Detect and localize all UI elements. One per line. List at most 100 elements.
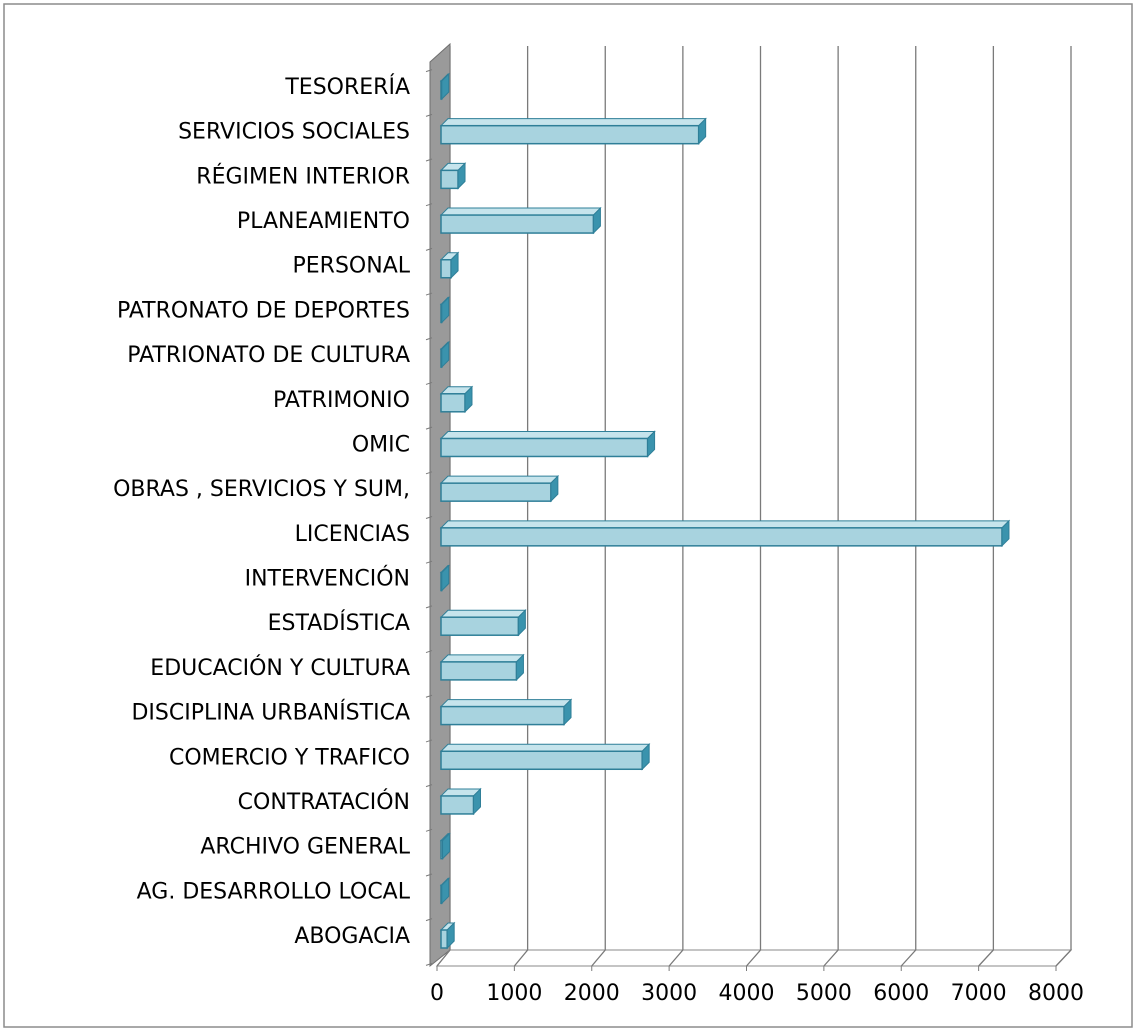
y-tick-label: SERVICIOS SOCIALES: [178, 120, 410, 145]
y-tick: [425, 158, 433, 162]
x-tick-label: 6000: [873, 981, 929, 1006]
bar-top: [439, 699, 573, 708]
grid-line: [746, 46, 762, 967]
y-tick: [425, 381, 433, 385]
x-tick-label: 8000: [1028, 981, 1084, 1006]
grid-line: [1055, 46, 1072, 967]
y-tick-label: AG. DESARROLLO LOCAL: [137, 879, 411, 904]
bar-front: [440, 482, 552, 502]
y-tick: [425, 828, 433, 832]
y-tick: [425, 292, 433, 296]
y-tick-label: LICENCIAS: [295, 522, 410, 547]
y-tick-label: TESORERÍA: [284, 74, 410, 100]
y-tick: [425, 962, 433, 966]
y-tick-label: PATRIONATO DE CULTURA: [127, 343, 410, 368]
y-tick: [425, 560, 433, 564]
bar-top: [439, 609, 527, 618]
y-tick: [425, 471, 433, 475]
y-tick: [425, 247, 433, 251]
bar: [439, 698, 573, 726]
bar-front: [440, 750, 643, 771]
y-tick: [425, 739, 433, 743]
grid-line: [978, 46, 995, 967]
bar-end: [641, 743, 650, 771]
bar: [439, 609, 527, 637]
y-tick: [425, 605, 433, 609]
y-tick-label: RÉGIMEN INTERIOR: [196, 163, 410, 189]
bar-front: [440, 527, 1003, 547]
y-tick-label: CONTRATACIÓN: [238, 789, 410, 815]
bar: [439, 653, 525, 682]
bar: [439, 564, 450, 592]
bar-end: [472, 787, 481, 816]
y-tick-label: OMIC: [352, 432, 410, 457]
y-tick: [425, 113, 433, 117]
bar-end: [450, 251, 459, 279]
y-tick: [425, 337, 433, 341]
bar: [439, 787, 482, 816]
bar-front: [440, 705, 565, 726]
x-tick-label: 7000: [951, 981, 1007, 1006]
y-tick: [425, 694, 433, 698]
bar-end: [563, 698, 572, 726]
bar-top: [439, 207, 602, 216]
y-tick: [425, 426, 433, 430]
y-tick: [425, 784, 433, 788]
bar: [439, 72, 450, 101]
bar-end: [464, 385, 473, 413]
x-tick-label: 0: [430, 981, 444, 1006]
y-tick: [425, 918, 433, 922]
x-tick-label: 2000: [564, 981, 620, 1006]
bar: [439, 340, 450, 369]
grid-line: [513, 46, 529, 967]
grid-line: [823, 46, 839, 967]
y-tick-label: PATRONATO DE DEPORTES: [117, 298, 410, 323]
grid-line: [668, 46, 684, 967]
y-tick-label: OBRAS , SERVICIOS Y SUM,: [113, 477, 410, 502]
bar-end: [441, 340, 450, 369]
y-tick-label: ESTADÍSTICA: [268, 610, 410, 636]
x-tick-label: 5000: [796, 981, 852, 1006]
y-tick: [425, 69, 433, 73]
bar-end: [441, 564, 450, 592]
grid-line: [591, 46, 606, 967]
grid-line: [436, 46, 451, 967]
bar-end: [647, 430, 656, 458]
bar-front: [440, 616, 520, 636]
y-tick-label: DISCIPLINA URBANÍSTICA: [131, 700, 410, 726]
bar-end: [446, 921, 455, 950]
bar-front: [440, 393, 466, 413]
bar: [439, 832, 451, 860]
bar: [439, 251, 460, 279]
bar: [439, 474, 560, 503]
x-tick-label: 3000: [641, 981, 697, 1006]
y-tick-label: PLANEAMIENTO: [237, 209, 410, 234]
bar-end: [457, 162, 466, 190]
bar-top: [439, 118, 707, 127]
bar-front: [440, 795, 475, 815]
y-tick-label: EDUCACIÓN Y CULTURA: [150, 655, 410, 681]
bar-front: [440, 124, 700, 145]
bar-front: [440, 169, 459, 190]
bar-end: [441, 72, 450, 101]
bar-front: [440, 437, 649, 458]
bar: [439, 743, 651, 771]
bar-end: [515, 653, 524, 682]
bar-top: [439, 475, 560, 484]
y-tick-label: ARCHIVO GENERAL: [200, 835, 410, 860]
bar: [439, 117, 707, 145]
bar-end: [441, 877, 450, 905]
y-tick-label: COMERCIO Y TRAFICO: [169, 745, 410, 770]
bar-end: [698, 117, 707, 145]
y-tick: [425, 516, 433, 519]
bar-front: [440, 258, 452, 279]
y-tick-label: INTERVENCIÓN: [245, 566, 410, 592]
bar-front: [440, 214, 595, 234]
bar-end: [1001, 519, 1010, 548]
grid-line: [900, 46, 917, 967]
y-tick: [425, 873, 433, 877]
bar-top: [439, 520, 1011, 529]
bar-top: [439, 654, 525, 663]
bar-front: [440, 929, 448, 949]
